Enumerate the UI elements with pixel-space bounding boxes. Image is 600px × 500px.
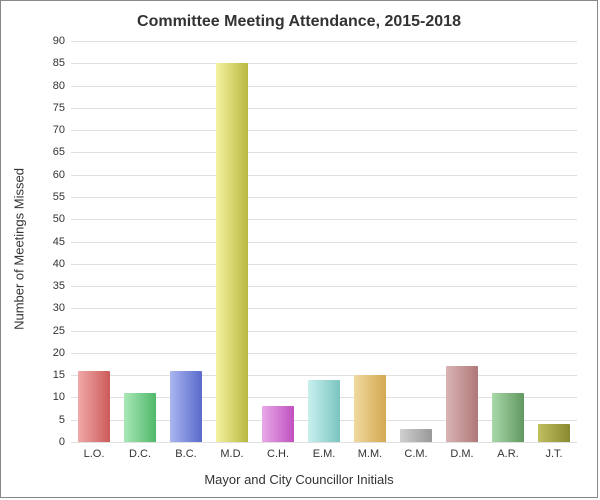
grid-line [71, 63, 577, 64]
grid-line [71, 331, 577, 332]
grid-line [71, 242, 577, 243]
x-tick-label: M.D. [220, 442, 243, 460]
y-tick-label: 70 [53, 124, 71, 136]
x-axis-label: Mayor and City Councillor Initials [1, 472, 597, 487]
x-tick-label: A.R. [497, 442, 518, 460]
grid-line [71, 130, 577, 131]
y-tick-label: 65 [53, 146, 71, 158]
y-tick-label: 80 [53, 80, 71, 92]
bar [354, 375, 386, 442]
x-tick-label: J.T. [545, 442, 562, 460]
x-tick-label: D.M. [450, 442, 473, 460]
y-tick-label: 45 [53, 236, 71, 248]
x-tick-label: C.M. [404, 442, 427, 460]
y-tick-label: 50 [53, 213, 71, 225]
y-tick-label: 25 [53, 325, 71, 337]
grid-line [71, 175, 577, 176]
bar [170, 371, 202, 442]
y-tick-label: 90 [53, 35, 71, 47]
y-tick-label: 5 [59, 414, 71, 426]
chart-title: Committee Meeting Attendance, 2015-2018 [1, 13, 597, 31]
y-tick-label: 85 [53, 57, 71, 69]
x-tick-label: E.M. [313, 442, 336, 460]
grid-line [71, 286, 577, 287]
grid-line [71, 152, 577, 153]
y-tick-label: 30 [53, 302, 71, 314]
bar [538, 424, 570, 442]
grid-line [71, 375, 577, 376]
y-axis-label: Number of Meetings Missed [12, 168, 27, 330]
x-tick-label: M.M. [358, 442, 382, 460]
y-tick-label: 0 [59, 436, 71, 448]
y-tick-label: 20 [53, 347, 71, 359]
grid-line [71, 264, 577, 265]
y-tick-label: 75 [53, 102, 71, 114]
bar [216, 63, 248, 442]
y-tick-label: 35 [53, 280, 71, 292]
bar [446, 366, 478, 442]
x-tick-label: B.C. [175, 442, 196, 460]
y-tick-label: 60 [53, 169, 71, 181]
bar [308, 380, 340, 442]
bar [124, 393, 156, 442]
grid-line [71, 219, 577, 220]
bar [262, 406, 294, 442]
y-tick-label: 15 [53, 369, 71, 381]
bar [78, 371, 110, 442]
grid-line [71, 308, 577, 309]
grid-line [71, 41, 577, 42]
grid-line [71, 353, 577, 354]
x-tick-label: C.H. [267, 442, 289, 460]
x-tick-label: D.C. [129, 442, 151, 460]
x-tick-label: L.O. [84, 442, 105, 460]
chart-container: Committee Meeting Attendance, 2015-2018 … [0, 0, 598, 498]
y-tick-label: 40 [53, 258, 71, 270]
bar [400, 429, 432, 442]
y-tick-label: 55 [53, 191, 71, 203]
grid-line [71, 197, 577, 198]
grid-line [71, 86, 577, 87]
bar [492, 393, 524, 442]
plot-area: 051015202530354045505560657075808590L.O.… [71, 41, 577, 442]
grid-line [71, 108, 577, 109]
y-tick-label: 10 [53, 391, 71, 403]
